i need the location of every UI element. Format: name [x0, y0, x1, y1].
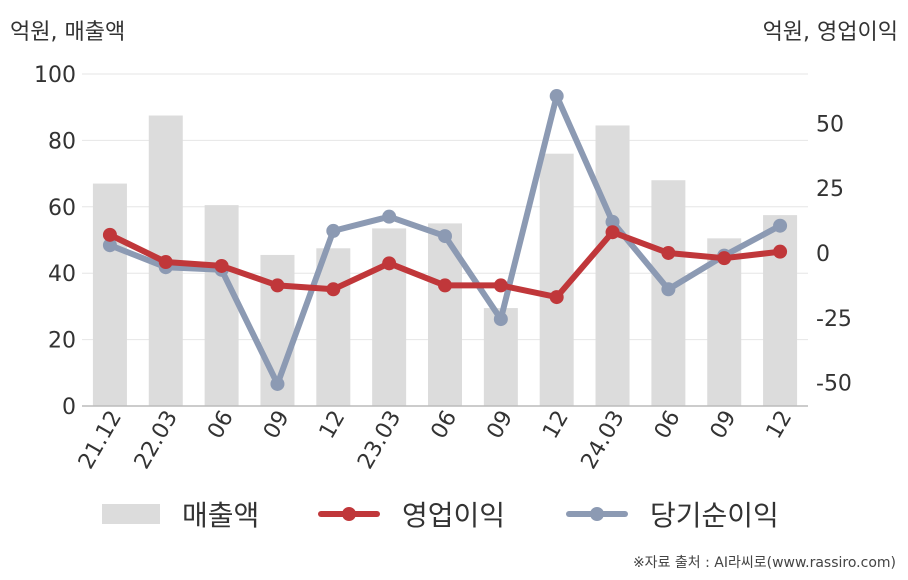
left-tick-label: 80: [48, 129, 76, 154]
left-tick-label: 40: [48, 262, 76, 287]
revenue-bar: [204, 205, 239, 406]
left-tick-label: 20: [48, 329, 76, 354]
left-tick-label: 60: [48, 196, 76, 221]
revenue-bar: [595, 125, 630, 407]
x-tick-label: 09: [706, 407, 742, 444]
operating-profit-point: [158, 255, 173, 270]
x-tick-label: 24.03: [577, 407, 630, 474]
net-income-point: [438, 229, 452, 244]
x-tick-label: 09: [482, 407, 518, 444]
x-tick-label: 12: [538, 407, 574, 444]
right-tick-label: 50: [816, 112, 844, 137]
x-tick-label: 12: [315, 407, 351, 444]
operating-profit-point: [773, 244, 788, 259]
operating-profit-point: [270, 278, 285, 293]
legend-swatch-revenue: [102, 504, 160, 524]
legend-item-revenue: 매출액: [102, 492, 259, 536]
right-tick-label: -25: [816, 307, 852, 332]
operating-profit-point: [326, 282, 341, 297]
operating-profit-point: [549, 290, 564, 305]
left-axis-ticks: 0 20 40 60 80 100: [34, 63, 76, 420]
left-axis-label: 억원, 매출액: [10, 20, 126, 45]
x-axis-ticks: 21.12 22.03 06 09 12 23.03 06 09 12 24.03 06 09 12: [74, 407, 797, 474]
operating-profit-point: [605, 225, 620, 240]
net-income-point: [549, 89, 564, 104]
legend-label-operating-profit: 영업이익: [402, 499, 506, 532]
right-tick-label: 25: [816, 177, 844, 202]
profit-lines: [102, 89, 788, 391]
x-tick-label: 09: [259, 407, 295, 444]
operating-profit-point: [438, 278, 452, 293]
x-tick-label: 23.03: [353, 407, 406, 474]
left-tick-label: 0: [62, 395, 76, 420]
legend-item-net-income: 당기순이익: [566, 492, 779, 536]
net-income-point: [493, 312, 508, 327]
operating-profit-point: [102, 227, 117, 242]
legend-swatch-net-income: [566, 504, 628, 524]
net-income-point: [661, 282, 676, 297]
net-income-point: [102, 238, 117, 253]
legend-label-revenue: 매출액: [182, 499, 260, 532]
right-tick-label: -50: [816, 372, 852, 397]
operating-profit-point: [214, 258, 229, 273]
net-income-point: [382, 209, 397, 224]
revenue-bar: [763, 215, 798, 406]
source-credit: ※자료 출처 : AI라씨로(www.rassiro.com): [632, 555, 896, 571]
revenue-bars: [92, 115, 798, 407]
x-tick-label: 22.03: [130, 407, 183, 474]
operating-profit-point: [493, 278, 508, 293]
x-tick-label: 12: [762, 407, 798, 444]
gridlines: [82, 73, 808, 341]
revenue-bar: [316, 248, 351, 406]
x-tick-label: 06: [203, 407, 239, 444]
operating-profit-point: [717, 251, 732, 266]
revenue-bar: [707, 238, 742, 406]
operating-profit-point: [661, 245, 676, 260]
legend-item-operating-profit: 영업이익: [318, 492, 505, 536]
right-tick-label: 0: [816, 242, 830, 267]
right-axis-ticks: -50 -25 0 25 50: [816, 112, 852, 396]
net-income-point: [773, 218, 788, 233]
left-tick-label: 100: [34, 63, 76, 88]
legend-swatch-operating-profit: [318, 504, 380, 524]
x-tick-label: 21.12: [74, 407, 127, 474]
net-income-point: [270, 376, 285, 391]
right-axis-label: 억원, 영업이익: [762, 20, 898, 45]
net-income-point: [605, 214, 620, 229]
revenue-bar: [372, 228, 407, 406]
legend-label-net-income: 당기순이익: [650, 499, 779, 532]
revenue-bar: [92, 183, 127, 406]
x-tick-label: 06: [650, 407, 686, 444]
x-tick-label: 06: [427, 407, 463, 444]
legend: 매출액 영업이익 당기순이익: [0, 492, 908, 536]
net-income-point: [326, 223, 341, 238]
operating-profit-point: [382, 256, 397, 271]
